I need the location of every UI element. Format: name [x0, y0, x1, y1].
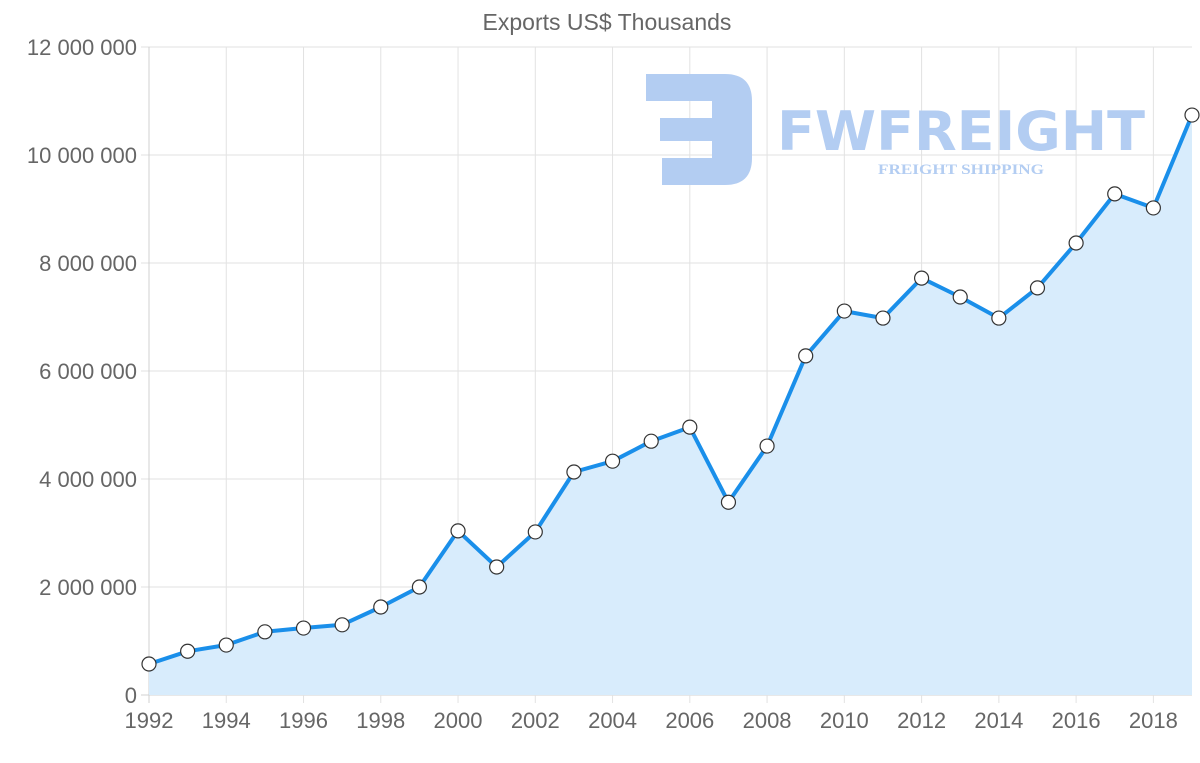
data-point[interactable]: [1145, 200, 1161, 216]
y-tick-label: 12 000 000: [27, 35, 137, 60]
watermark-logo: FWFREIGHT FREIGHT SHIPPING: [646, 74, 1145, 185]
x-axis-labels: 1992 1994 1996 1998 2000 2002 2004 2006 2008 2010…: [125, 708, 1178, 733]
data-point[interactable]: [798, 348, 814, 364]
y-axis-labels: 0 2 000 000 4 000 000 6 000 000 8 000 000 10 …: [27, 35, 137, 708]
x-tick-label: 2012: [897, 708, 946, 733]
x-tick-label: 2018: [1129, 708, 1178, 733]
data-point[interactable]: [1107, 186, 1123, 202]
x-tick-label: 2016: [1052, 708, 1101, 733]
data-point[interactable]: [295, 620, 312, 636]
data-point[interactable]: [1068, 235, 1084, 251]
data-point[interactable]: [141, 656, 157, 672]
x-tick-label: 2002: [511, 708, 560, 733]
data-point[interactable]: [913, 270, 930, 286]
x-tick-label: 2000: [434, 708, 483, 733]
area-fill: [149, 115, 1192, 695]
y-tick-label: 8 000 000: [39, 251, 137, 276]
chart-title: Exports US$ Thousands: [483, 9, 732, 35]
data-point[interactable]: [875, 310, 891, 326]
data-point[interactable]: [991, 310, 1007, 326]
data-point[interactable]: [1184, 107, 1200, 123]
x-tick-label: 1998: [356, 708, 405, 733]
data-point[interactable]: [1029, 280, 1046, 296]
y-tick-label: 6 000 000: [39, 359, 137, 384]
data-point[interactable]: [411, 579, 428, 595]
x-tick-label: 2010: [820, 708, 869, 733]
data-point[interactable]: [218, 637, 234, 653]
data-point[interactable]: [643, 433, 659, 449]
data-line: [148, 114, 1194, 666]
y-tick-label: 4 000 000: [39, 467, 137, 492]
data-point[interactable]: [180, 643, 196, 659]
x-tick-label: 2004: [588, 708, 637, 733]
data-point[interactable]: [720, 494, 737, 510]
y-tick-label: 2 000 000: [39, 575, 137, 600]
data-point[interactable]: [952, 289, 968, 305]
data-point[interactable]: [489, 559, 505, 575]
data-point[interactable]: [527, 524, 543, 540]
x-tick-label: 1994: [202, 708, 251, 733]
data-point[interactable]: [334, 617, 350, 633]
y-tick-label: 10 000 000: [27, 143, 137, 168]
data-point[interactable]: [450, 523, 466, 539]
watermark-brand: FWFREIGHT: [777, 100, 1145, 163]
data-point[interactable]: [682, 419, 698, 435]
watermark-tagline: FREIGHT SHIPPING: [878, 162, 1044, 178]
x-tick-label: 2006: [665, 708, 714, 733]
data-point[interactable]: [566, 464, 582, 480]
x-tick-label: 1992: [125, 708, 174, 733]
x-tick-label: 2008: [743, 708, 792, 733]
x-tick-label: 1996: [279, 708, 328, 733]
data-points: [141, 107, 1200, 672]
logo-mark-icon: [646, 74, 752, 185]
data-point[interactable]: [373, 599, 389, 615]
data-point[interactable]: [257, 624, 273, 640]
data-point[interactable]: [604, 453, 621, 469]
y-tick-label: 0: [125, 683, 137, 708]
data-point[interactable]: [759, 438, 775, 454]
x-tick-label: 2014: [974, 708, 1023, 733]
data-point[interactable]: [836, 303, 852, 319]
